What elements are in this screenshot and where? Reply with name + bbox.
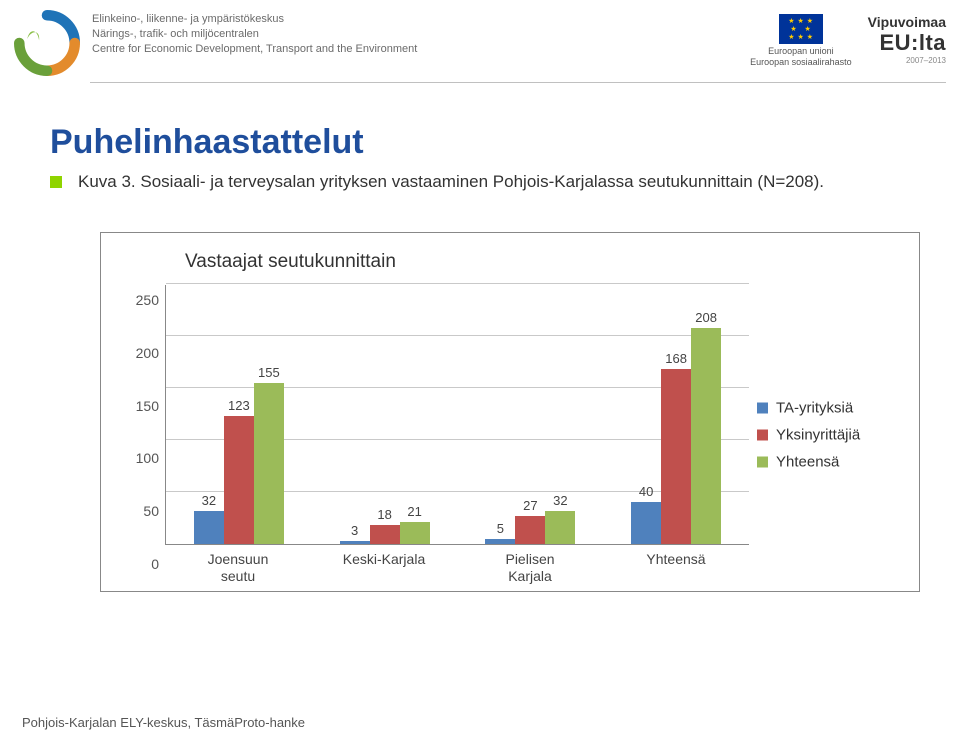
slide-title: Puhelinhaastattelut <box>50 123 900 162</box>
bar: 3 <box>340 541 370 544</box>
legend: TA-yrityksiä Yksinyrittäjiä Yhteensä <box>757 400 887 471</box>
bar: 32 <box>194 511 224 544</box>
chart-area: 250 200 150 100 50 0 3212315531821527324… <box>121 285 899 565</box>
centre-line-fi: Elinkeino-, liikenne- ja ympäristökeskus <box>92 12 738 27</box>
centre-line-en: Centre for Economic Development, Transpo… <box>92 42 738 57</box>
bars: 31821 <box>340 522 430 544</box>
bar-group: 31821 <box>312 285 458 544</box>
bar-value-label: 32 <box>202 493 216 508</box>
bar-value-label: 40 <box>639 484 653 499</box>
legend-item: Yksinyrittäjiä <box>757 427 887 444</box>
bar-value-label: 21 <box>407 504 421 519</box>
legend-label: TA-yrityksiä <box>776 400 853 417</box>
ytick: 100 <box>121 450 159 466</box>
x-axis-label: Keski-Karjala <box>311 545 457 585</box>
bar-value-label: 5 <box>497 521 504 536</box>
caption-row: Kuva 3. Sosiaali- ja terveysalan yrityks… <box>50 172 900 192</box>
bar: 208 <box>691 328 721 544</box>
vipu-top: Vipuvoimaa <box>868 14 946 30</box>
eu-logo: ★ ★ ★★ ★★ ★ ★ Euroopan unioni Euroopan s… <box>750 14 852 68</box>
centre-text-block: Elinkeino-, liikenne- ja ympäristökeskus… <box>92 10 738 57</box>
bar-value-label: 155 <box>258 365 280 380</box>
slide-header: Elinkeino-, liikenne- ja ympäristökeskus… <box>0 0 960 82</box>
legend-swatch <box>757 430 768 441</box>
bar-value-label: 3 <box>351 523 358 538</box>
x-axis-label: PielisenKarjala <box>457 545 603 585</box>
ytick: 150 <box>121 398 159 414</box>
vipuvoimaa-logo: Vipuvoimaa EU:lta 2007–2013 <box>868 14 946 65</box>
bar: 155 <box>254 383 284 544</box>
legend-swatch <box>757 457 768 468</box>
bars: 40168208 <box>631 328 721 544</box>
ytick: 250 <box>121 292 159 308</box>
bar-value-label: 18 <box>377 507 391 522</box>
bar: 168 <box>661 369 691 544</box>
ytick: 200 <box>121 345 159 361</box>
x-axis-labels: JoensuunseutuKeski-KarjalaPielisenKarjal… <box>165 545 749 585</box>
eu-label2: Euroopan sosiaalirahasto <box>750 57 852 68</box>
bar-value-label: 168 <box>665 351 687 366</box>
vipu-mid: EU:lta <box>868 30 946 56</box>
bar: 18 <box>370 525 400 544</box>
bar-value-label: 123 <box>228 398 250 413</box>
y-axis: 250 200 150 100 50 0 <box>121 285 165 565</box>
bars: 52732 <box>485 511 575 544</box>
bar-value-label: 208 <box>695 310 717 325</box>
plot-wrap: 32123155318215273240168208 Joensuunseutu… <box>165 285 899 565</box>
bar: 21 <box>400 522 430 544</box>
legend-item: TA-yrityksiä <box>757 400 887 417</box>
bar-value-label: 32 <box>553 493 567 508</box>
bar-group: 32123155 <box>166 285 312 544</box>
bar: 32 <box>545 511 575 544</box>
ytick: 50 <box>121 503 159 519</box>
footer-text: Pohjois-Karjalan ELY-keskus, TäsmäProto-… <box>22 715 305 730</box>
chart-title: Vastaajat seutukunnittain <box>185 251 899 273</box>
bullet-icon <box>50 176 62 188</box>
bar: 123 <box>224 416 254 544</box>
centre-line-sv: Närings-, trafik- och miljöcentralen <box>92 27 738 42</box>
bar-group: 40168208 <box>603 285 749 544</box>
bar: 27 <box>515 516 545 544</box>
x-axis-label: Joensuunseutu <box>165 545 311 585</box>
legend-item: Yhteensä <box>757 454 887 471</box>
gridline <box>166 283 749 284</box>
ely-logo <box>14 10 80 76</box>
eu-flag-icon: ★ ★ ★★ ★★ ★ ★ <box>779 14 823 44</box>
bar-groups: 32123155318215273240168208 <box>166 285 749 544</box>
caption-text: Kuva 3. Sosiaali- ja terveysalan yrityks… <box>78 172 824 192</box>
bar: 40 <box>631 502 661 544</box>
eu-label1: Euroopan unioni <box>750 46 852 57</box>
bars: 32123155 <box>194 383 284 544</box>
content-area: Puhelinhaastattelut Kuva 3. Sosiaali- ja… <box>0 83 960 592</box>
legend-label: Yksinyrittäjiä <box>776 427 860 444</box>
right-logos: ★ ★ ★★ ★★ ★ ★ Euroopan unioni Euroopan s… <box>750 10 946 68</box>
bar-value-label: 27 <box>523 498 537 513</box>
bar: 5 <box>485 539 515 544</box>
vipu-years: 2007–2013 <box>868 56 946 65</box>
x-axis-label: Yhteensä <box>603 545 749 585</box>
legend-swatch <box>757 403 768 414</box>
chart-container: Vastaajat seutukunnittain 250 200 150 10… <box>100 232 920 592</box>
bar-group: 52732 <box>458 285 604 544</box>
ytick: 0 <box>121 556 159 572</box>
plot: 32123155318215273240168208 <box>165 285 749 545</box>
legend-label: Yhteensä <box>776 454 839 471</box>
